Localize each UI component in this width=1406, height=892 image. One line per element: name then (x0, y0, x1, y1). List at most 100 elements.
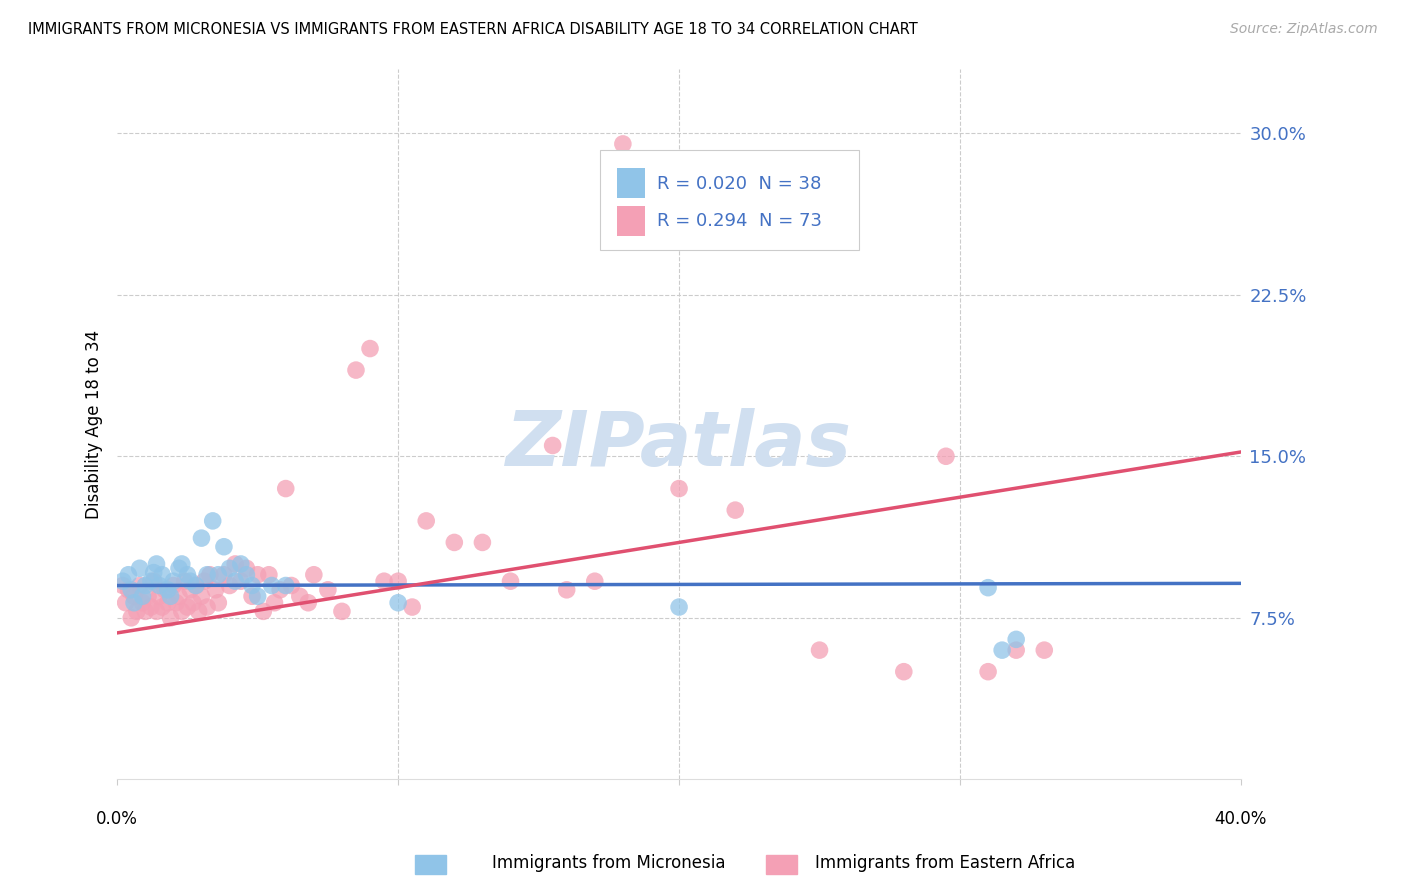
Point (179, 574, 201, 589)
Point (136, 589, 159, 603)
Point (246, 589, 269, 603)
Text: R = 0.294  N = 73: R = 0.294 N = 73 (657, 212, 821, 230)
Point (260, 578, 283, 592)
Point (153, 582, 176, 597)
Point (218, 578, 240, 592)
Point (1005, 632, 1028, 647)
Point (170, 557, 193, 571)
Point (373, 574, 395, 589)
Point (212, 540, 235, 554)
Point (156, 582, 179, 597)
Point (190, 589, 212, 603)
Point (246, 567, 269, 582)
Point (387, 574, 409, 589)
Point (114, 596, 136, 610)
Point (893, 665, 915, 679)
Point (111, 574, 134, 589)
Point (139, 600, 162, 615)
Point (122, 589, 145, 603)
Point (122, 596, 145, 610)
Point (668, 482, 690, 496)
FancyBboxPatch shape (617, 168, 645, 198)
Point (240, 589, 263, 603)
Point (117, 582, 139, 597)
Point (207, 596, 229, 610)
Point (150, 600, 173, 615)
Point (156, 596, 179, 610)
Point (176, 567, 198, 582)
Point (252, 604, 274, 618)
Point (176, 600, 198, 615)
Point (179, 582, 201, 597)
Point (229, 557, 252, 571)
Point (415, 514, 437, 528)
Point (117, 567, 139, 582)
Point (173, 574, 195, 589)
Point (235, 561, 257, 575)
Text: IMMIGRANTS FROM MICRONESIA VS IMMIGRANTS FROM EASTERN AFRICA DISABILITY AGE 18 T: IMMIGRANTS FROM MICRONESIA VS IMMIGRANTS… (28, 22, 918, 37)
Point (193, 574, 215, 589)
Point (165, 596, 187, 610)
Point (808, 643, 831, 657)
Point (583, 574, 606, 589)
FancyBboxPatch shape (600, 150, 859, 250)
Point (167, 589, 190, 603)
Point (724, 503, 747, 517)
Point (201, 514, 224, 528)
Point (190, 531, 212, 545)
Point (170, 604, 193, 618)
Point (181, 596, 204, 610)
Point (134, 578, 156, 592)
Text: 0.0%: 0.0% (96, 810, 138, 828)
Point (224, 557, 246, 571)
Point (131, 589, 153, 603)
Point (162, 574, 184, 589)
Point (302, 567, 325, 582)
Point (159, 611, 181, 625)
Point (195, 567, 218, 582)
Point (471, 535, 494, 549)
Point (198, 567, 221, 582)
Point (139, 574, 162, 589)
Point (274, 482, 297, 496)
Y-axis label: Disability Age 18 to 34: Disability Age 18 to 34 (86, 329, 103, 518)
Point (159, 589, 181, 603)
Point (128, 561, 150, 575)
Text: 40.0%: 40.0% (1215, 810, 1267, 828)
Point (257, 567, 280, 582)
Point (668, 600, 690, 615)
Point (443, 535, 465, 549)
Text: ZIPatlas: ZIPatlas (506, 409, 852, 483)
Text: Source: ZipAtlas.com: Source: ZipAtlas.com (1230, 22, 1378, 37)
Point (125, 604, 148, 618)
Point (224, 574, 246, 589)
Point (212, 567, 235, 582)
Point (401, 600, 423, 615)
Point (359, 342, 381, 356)
Point (297, 596, 319, 610)
Point (195, 600, 218, 615)
Point (142, 574, 165, 589)
Point (612, 136, 634, 151)
Text: Immigrants from Micronesia: Immigrants from Micronesia (492, 855, 725, 872)
Point (541, 438, 564, 452)
Point (977, 665, 1000, 679)
Text: Immigrants from Eastern Africa: Immigrants from Eastern Africa (815, 855, 1076, 872)
Point (204, 582, 226, 597)
Point (280, 578, 302, 592)
Point (187, 604, 209, 618)
Point (120, 611, 142, 625)
Point (150, 567, 173, 582)
Point (263, 596, 285, 610)
Point (142, 566, 165, 580)
Point (128, 578, 150, 592)
Point (555, 582, 578, 597)
Point (184, 578, 207, 592)
Point (344, 363, 367, 377)
Point (145, 557, 167, 571)
Point (235, 567, 257, 582)
Text: R = 0.020  N = 38: R = 0.020 N = 38 (657, 175, 821, 194)
Point (991, 643, 1014, 657)
Point (499, 574, 522, 589)
Point (120, 582, 142, 597)
